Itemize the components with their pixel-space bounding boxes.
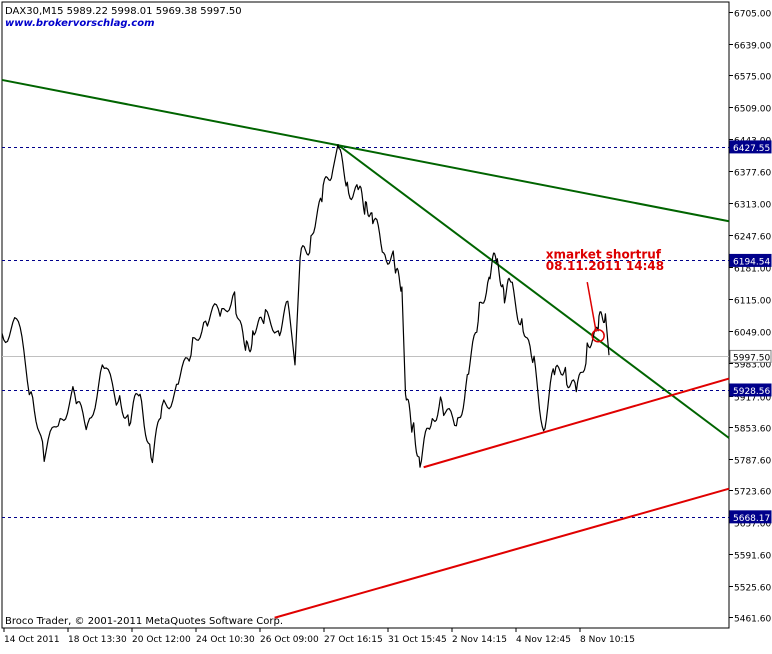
level-label-box-1 [729, 253, 772, 267]
y-tick-label-12: 5917.00 [734, 394, 771, 404]
y-tick-label-13: 5853.60 [734, 425, 771, 435]
y-tick-label-11: 5983.00 [734, 361, 771, 371]
level-label-box-3 [729, 383, 772, 397]
y-tick-label-5: 6377.60 [734, 169, 771, 179]
y-tick-label-8: 6181.00 [734, 265, 771, 275]
annotation-text-line1: xmarket shortruf [546, 248, 662, 262]
x-tick-label-1: 18 Oct 13:30 [68, 635, 127, 645]
y-tick-label-18: 5525.60 [734, 584, 771, 594]
x-tick-label-0: 14 Oct 2011 [4, 635, 60, 645]
y-tick-label-15: 5723.60 [734, 488, 771, 498]
x-tick-label-5: 27 Oct 16:15 [324, 635, 383, 645]
x-tick-label-7: 2 Nov 14:15 [452, 635, 507, 645]
y-tick-label-3: 6509.00 [734, 105, 771, 115]
trendline-1 [337, 143, 730, 439]
annotation-arrow [586, 281, 597, 332]
level-label-1: 6194.54 [733, 257, 770, 267]
level-label-3: 5928.56 [733, 387, 770, 397]
y-tick-label-16: 5657.00 [734, 520, 771, 530]
y-tick-label-7: 6247.60 [734, 233, 771, 243]
trendline-3 [274, 487, 730, 619]
x-tick-label-2: 20 Oct 12:00 [132, 635, 191, 645]
x-tick-label-6: 31 Oct 15:45 [388, 635, 447, 645]
y-tick-label-10: 6049.00 [734, 329, 771, 339]
y-tick-label-19: 5461.60 [734, 615, 771, 625]
level-label-2: 5997.50 [733, 353, 770, 363]
y-tick-label-17: 5591.60 [734, 552, 771, 562]
level-label-box-4 [729, 510, 772, 524]
y-tick-label-9: 6115.00 [734, 297, 771, 307]
y-tick-label-6: 6313.00 [734, 201, 771, 211]
chart-title: DAX30,M15 5989.22 5998.01 5969.38 5997.5… [5, 6, 242, 17]
copyright-footer: Broco Trader, © 2001-2011 MetaQuotes Sof… [5, 616, 283, 627]
trendline-2 [423, 377, 730, 469]
x-tick-label-4: 26 Oct 09:00 [260, 635, 319, 645]
y-tick-label-0: 6705.00 [734, 10, 771, 20]
level-label-box-2 [729, 349, 772, 363]
y-tick-label-2: 6575.00 [734, 73, 771, 83]
y-tick-label-14: 5787.60 [734, 457, 771, 467]
x-tick-label-8: 4 Nov 12:45 [516, 635, 571, 645]
trendline-0 [1, 78, 730, 223]
annotation-marker [591, 328, 605, 343]
level-label-box-0 [729, 140, 772, 154]
level-label-4: 5668.17 [733, 514, 770, 524]
annotation-text-line2: 08.11.2011 14:48 [546, 259, 664, 273]
plot-frame [1, 1, 730, 629]
level-label-0: 6427.55 [733, 144, 770, 154]
watermark-link: www.brokervorschlag.com [5, 18, 155, 29]
y-tick-label-1: 6639.00 [734, 42, 771, 52]
x-tick-label-3: 24 Oct 10:30 [196, 635, 255, 645]
price-series-line [1, 144, 610, 468]
x-tick-label-9: 8 Nov 10:15 [580, 635, 635, 645]
